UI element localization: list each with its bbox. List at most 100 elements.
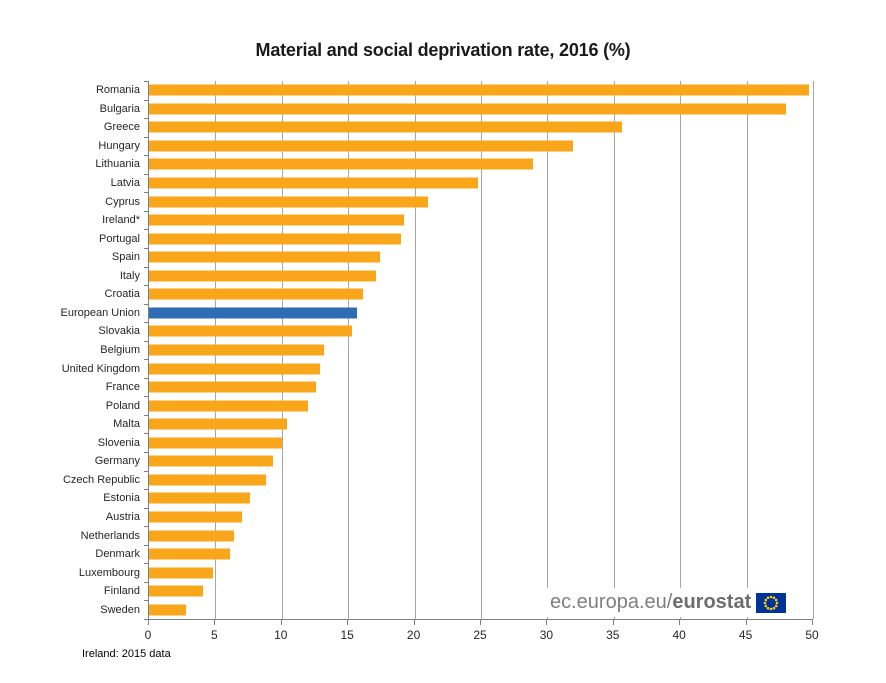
x-axis-tick-10 [280,620,282,625]
category-label-france: France [105,381,140,394]
bar-croatia [149,288,363,300]
x-axis-tick-30 [546,620,548,625]
bar-italy [149,270,377,282]
bar-row [149,526,813,545]
x-tick-label-45: 45 [738,628,753,642]
category-label-latvia: Latvia [110,177,140,190]
bar-row [149,471,813,490]
y-axis-tick [144,359,148,360]
y-axis-tick [144,81,148,82]
y-axis-tick [144,304,148,305]
bar-row [149,563,813,582]
y-axis-tick [144,582,148,583]
y-axis-tick [144,267,148,268]
bar-row [149,211,813,230]
bar-belgium [149,344,325,356]
category-label-cyprus: Cyprus [105,195,140,208]
bar-hungary [149,140,573,152]
category-label-estonia: Estonia [103,492,140,505]
x-tick-label-30: 30 [539,628,554,642]
bar-european-union [149,307,358,319]
category-label-malta: Malta [113,418,140,431]
category-label-germany: Germany [94,455,140,468]
chart-title: Material and social deprivation rate, 20… [255,40,631,60]
bar-spain [149,251,381,263]
x-tick-label-20: 20 [406,628,421,642]
category-label-romania: Romania [95,84,140,97]
bar-row [149,378,813,397]
bar-row [149,267,813,286]
y-axis-tick [144,396,148,397]
y-axis-tick [144,378,148,379]
gridline-x-45 [746,81,748,619]
bar-lithuania [149,158,533,170]
x-axis-tick-25 [480,620,481,625]
bar-finland [149,585,204,597]
y-axis-tick [144,600,148,601]
bar-row [149,285,813,304]
bar-luxembourg [149,567,213,579]
bar-bulgaria [149,103,787,115]
x-axis-tick-0 [148,620,149,625]
category-label-united-kingdom: United Kingdom [61,362,140,375]
bar-row [149,341,813,360]
bar-row [149,415,813,434]
y-axis-tick [144,192,148,193]
x-axis-tick-35 [612,620,614,625]
bar-france [149,381,317,393]
y-axis-tick [144,619,148,620]
x-axis-tick-40 [679,620,681,625]
bar-cyprus [149,196,428,208]
y-axis-tick [144,341,148,342]
x-tick-label-10: 10 [274,628,288,642]
y-axis-tick [144,433,148,434]
bar-row [149,433,813,452]
bar-slovakia [149,325,353,337]
watermark-brand: eurostat [672,591,752,613]
gridline-x-25 [481,81,482,619]
category-label-spain: Spain [111,251,140,264]
bar-row [149,304,813,323]
category-label-belgium: Belgium [100,343,140,356]
category-label-lithuania: Lithuania [95,158,140,171]
category-label-finland: Finland [103,585,140,598]
bar-row [149,489,813,508]
y-axis-tick [144,563,148,564]
x-tick-label-35: 35 [606,628,620,642]
bar-row [149,192,813,211]
y-axis-tick [144,137,148,138]
category-label-bulgaria: Bulgaria [99,102,140,115]
bar-row [149,174,813,193]
bar-row [149,508,813,527]
bar-row [149,118,813,137]
watermark-url-prefix: ec.europa.eu/ [550,591,673,613]
footnote-ireland-2015: Ireland: 2015 data [82,648,171,660]
gridline-x-15 [348,81,350,619]
y-axis-tick [144,471,148,472]
bar-sweden [149,604,187,616]
bar-greece [149,121,622,133]
y-axis-tick [144,508,148,509]
bar-denmark [149,548,230,560]
category-label-netherlands: Netherlands [80,529,140,542]
gridline-x-30 [547,81,549,619]
y-axis-tick [144,415,148,416]
bar-row [149,322,813,341]
bar-united-kingdom [149,363,321,375]
category-label-poland: Poland [105,399,140,412]
bar-row [149,137,813,156]
y-axis-tick [144,100,148,101]
y-axis-category-labels: Romania Bulgaria Greece Hungary Lithuania Lat… [0,81,140,619]
bar-austria [149,511,242,523]
y-axis-tick [144,118,148,119]
category-label-luxembourg: Luxembourg [78,566,140,579]
category-label-italy: Italy [119,269,140,282]
bar-ireland [149,214,404,226]
category-label-greece: Greece [103,121,140,134]
bar-portugal [149,233,402,245]
y-axis-tick [144,526,148,527]
bar-malta [149,418,288,430]
category-label-portugal: Portugal [99,232,140,245]
gridline-x-40 [680,81,682,619]
bar-germany [149,455,273,467]
